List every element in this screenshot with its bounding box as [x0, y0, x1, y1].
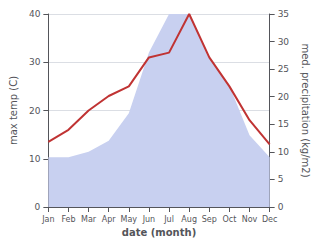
- svg-text:0: 0: [278, 202, 284, 212]
- svg-text:date (month): date (month): [122, 227, 196, 238]
- svg-text:Nov: Nov: [242, 215, 258, 224]
- svg-text:20: 20: [29, 106, 41, 116]
- svg-text:0: 0: [35, 202, 41, 212]
- svg-text:15: 15: [278, 119, 289, 129]
- svg-text:max temp (C): max temp (C): [8, 76, 19, 145]
- svg-text:Oct: Oct: [222, 215, 236, 224]
- svg-text:30: 30: [29, 57, 41, 67]
- svg-text:30: 30: [278, 37, 290, 47]
- svg-text:Mar: Mar: [81, 215, 97, 224]
- svg-text:20: 20: [278, 92, 290, 102]
- svg-text:Jan: Jan: [41, 215, 54, 224]
- svg-text:10: 10: [278, 147, 290, 157]
- svg-text:Dec: Dec: [262, 215, 277, 224]
- svg-text:Apr: Apr: [102, 215, 117, 224]
- svg-text:med. precipitation (kg/m2): med. precipitation (kg/m2): [300, 43, 311, 177]
- svg-text:35: 35: [278, 9, 289, 19]
- svg-text:Feb: Feb: [61, 215, 75, 224]
- svg-text:40: 40: [29, 9, 41, 19]
- svg-text:25: 25: [278, 64, 289, 74]
- svg-text:10: 10: [29, 154, 41, 164]
- svg-text:Jul: Jul: [163, 215, 174, 224]
- svg-text:Aug: Aug: [181, 215, 197, 224]
- svg-text:May: May: [121, 215, 138, 224]
- svg-text:5: 5: [278, 174, 284, 184]
- svg-text:Sep: Sep: [202, 215, 217, 224]
- svg-text:Jun: Jun: [142, 215, 156, 224]
